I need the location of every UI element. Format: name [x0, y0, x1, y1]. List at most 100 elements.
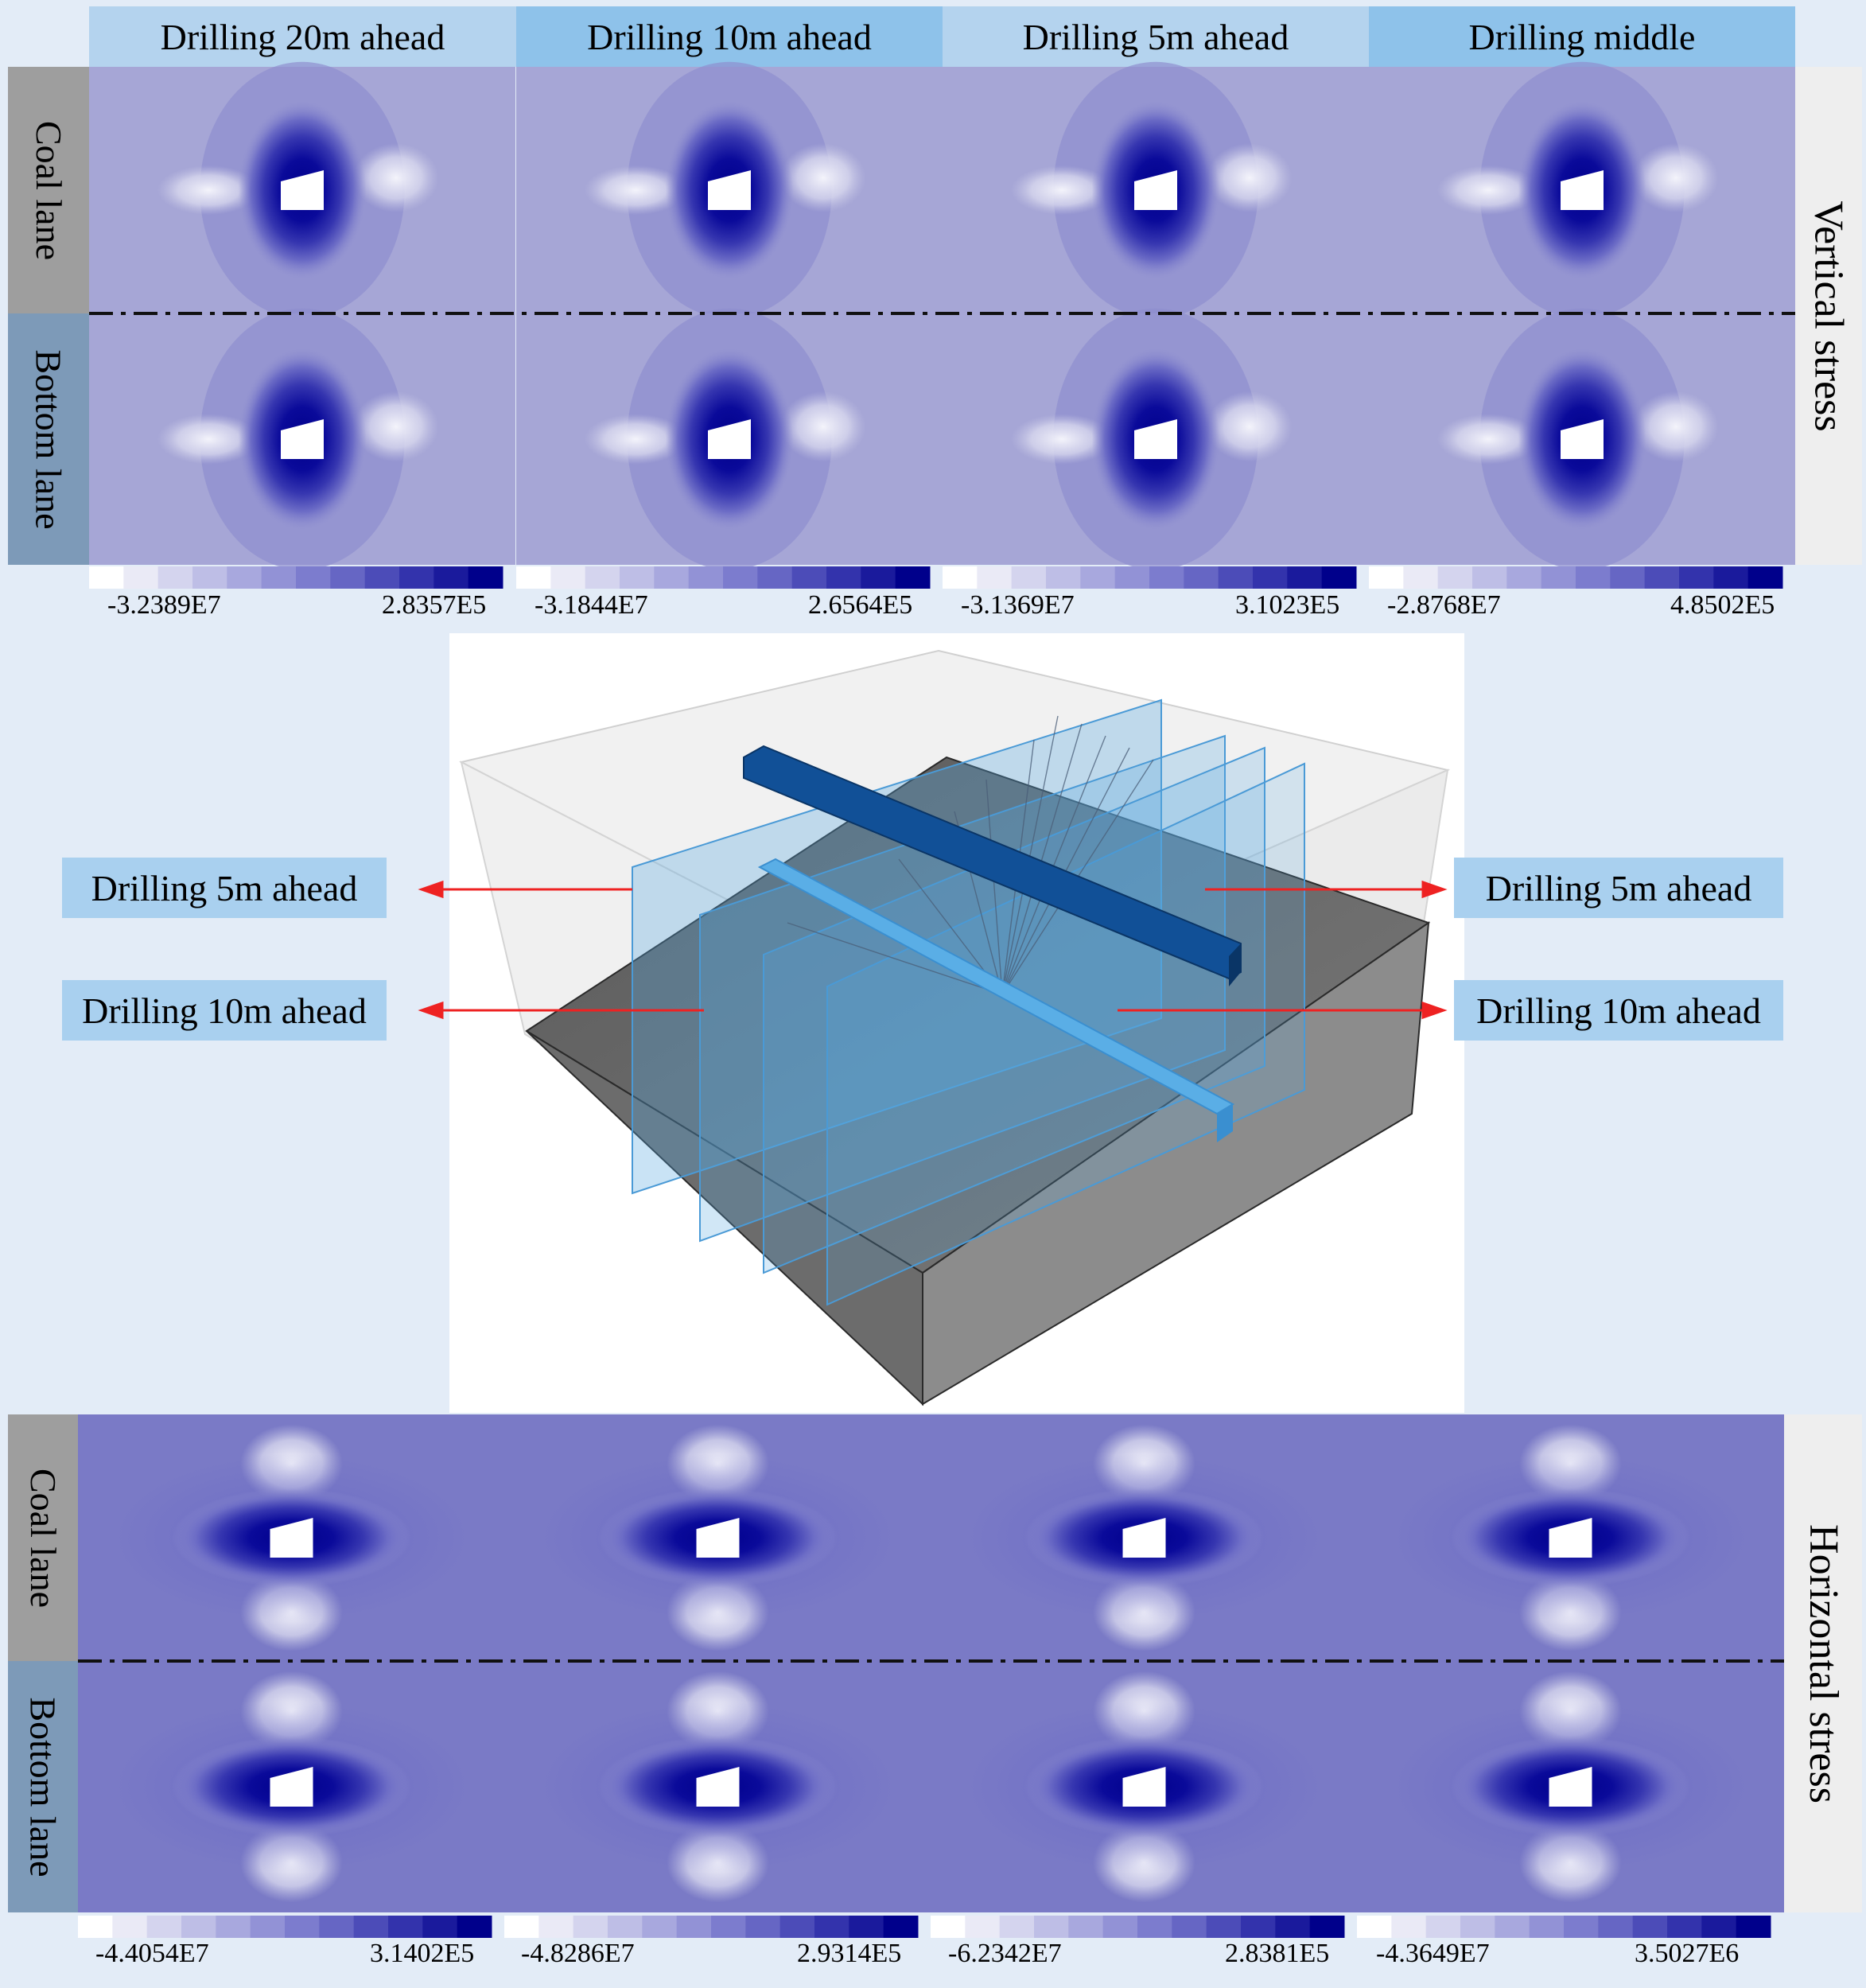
vertical-legend-bar-1-step — [330, 566, 366, 589]
vertical-legend-bar-3-step — [1080, 566, 1116, 589]
vertical-coal-panel-2 — [516, 61, 943, 319]
horizontal-coal-panel-2 — [504, 1414, 931, 1661]
vertical-legend-bar-3 — [943, 566, 1357, 589]
vertical-legend-bar-4-step — [1576, 566, 1611, 589]
vertical-legend-bar-3-step — [1321, 566, 1357, 589]
vertical-legend-max-3: 3.1023E5 — [1235, 590, 1340, 620]
vertical-legend-bar-4-step — [1713, 566, 1749, 589]
horizontal-bottom-panel-2 — [504, 1661, 931, 1912]
horizontal-bottom-panel-3 — [931, 1661, 1358, 1912]
vertical-legend-bar-2-step — [895, 566, 931, 589]
vertical-legend-bar-1 — [89, 566, 503, 589]
horizontal-legend-bar-2-step — [676, 1916, 712, 1938]
vertical-legend-bar-1-step — [192, 566, 227, 589]
vertical-legend-bar-3-step — [1184, 566, 1219, 589]
vertical-bottom-panel-2 — [516, 308, 943, 570]
horizontal-legend-bar-3-step — [965, 1916, 1001, 1938]
vertical-legend-min-3: -3.1369E7 — [961, 590, 1075, 620]
vertical-legends — [89, 566, 1783, 589]
horizontal-coal-panel-1 — [78, 1414, 505, 1661]
horizontal-legend-bar-2-step — [608, 1916, 643, 1938]
vertical-legend-bar-3-step — [1218, 566, 1254, 589]
horizontal-legend-bar-3-step — [1241, 1916, 1276, 1938]
vertical-stress-panels — [89, 61, 1795, 570]
vertical-legend-bar-2-step — [757, 566, 793, 589]
horizontal-legend-bar-2-step — [573, 1916, 608, 1938]
horizontal-legend-bar-2-step — [745, 1916, 781, 1938]
coal-lane-label-bg-vertical — [8, 67, 89, 313]
horizontal-legend-bar-2-step — [883, 1916, 919, 1938]
vertical-legend-bar-3-step — [1149, 566, 1184, 589]
vertical-coal-panel-4 — [1369, 61, 1795, 319]
horizontal-legend-bar-1-step — [285, 1916, 320, 1938]
horizontal-legend-bar-4-step — [1632, 1916, 1668, 1938]
callout-arrows — [418, 880, 1448, 1020]
horizontal-legend-bar-1-step — [146, 1916, 182, 1938]
vertical-legend-bar-1-step — [227, 566, 262, 589]
bottom-lane-label-bg-vertical — [8, 313, 89, 565]
vertical-bottom-panel-1 — [89, 308, 515, 570]
horizontal-legend-max-2: 2.9314E5 — [797, 1939, 902, 1968]
vertical-legend-bar-1-step — [89, 566, 124, 589]
bottom-lane-label-bg-horizontal — [8, 1661, 78, 1912]
coal-lane-label-horizontal: Coal lane — [22, 1468, 64, 1608]
column-header-20m: Drilling 20m ahead — [89, 6, 516, 67]
horizontal-legend-bar-3-step — [1102, 1916, 1138, 1938]
vertical-legend-bar-3-step — [1046, 566, 1081, 589]
horizontal-legend-max-3: 2.8381E5 — [1225, 1939, 1330, 1968]
horizontal-legend-bar-3-step — [1068, 1916, 1104, 1938]
horizontal-legend-bar-4-step — [1495, 1916, 1530, 1938]
vertical-legend-bar-1-step — [468, 566, 503, 589]
vertical-legend-bar-3-step — [1114, 566, 1150, 589]
horizontal-legend-bar-2-step — [538, 1916, 574, 1938]
horizontal-legend-bar-3-step — [1275, 1916, 1311, 1938]
horizontal-legend-min-3: -6.2342E7 — [948, 1939, 1062, 1968]
vertical-legend-bar-3-step — [977, 566, 1013, 589]
vertical-legend-bar-4 — [1369, 566, 1783, 589]
horizontal-legend-bar-4-step — [1425, 1916, 1461, 1938]
vertical-legend-bar-2-step — [826, 566, 861, 589]
vertical-coal-panel-1 — [89, 61, 515, 319]
horizontal-legend-bar-1-step — [422, 1916, 458, 1938]
horizontal-legend-bar-4-step — [1460, 1916, 1495, 1938]
vertical-legend-bar-2-step — [516, 566, 551, 589]
horizontal-legend-bar-3-step — [1034, 1916, 1069, 1938]
vertical-bottom-panel-4 — [1369, 308, 1795, 570]
horizontal-stress-label: Horizontal stress — [1784, 1414, 1862, 1912]
horizontal-legend-bar-4-step — [1357, 1916, 1392, 1938]
column-header-5m: Drilling 5m ahead — [943, 6, 1369, 67]
horizontal-legend-bar-4-step — [1391, 1916, 1427, 1938]
vertical-bottom-panel-3 — [943, 308, 1369, 570]
vertical-legend-bar-4-step — [1369, 566, 1404, 589]
horizontal-legend-bar-3 — [931, 1916, 1345, 1938]
horizontal-legend-bar-3-step — [1172, 1916, 1207, 1938]
vertical-legend-bar-2-step — [550, 566, 586, 589]
vertical-legend-bar-2-step — [620, 566, 655, 589]
horizontal-legend-bar-3-step — [999, 1916, 1035, 1938]
vertical-legend-bar-1-step — [157, 566, 193, 589]
horizontal-legend-bar-4-step — [1736, 1916, 1771, 1938]
vertical-legend-bar-2-step — [654, 566, 690, 589]
vertical-legend-bar-1-step — [123, 566, 159, 589]
horizontal-legend-bar-1-step — [319, 1916, 355, 1938]
vertical-legend-max-1: 2.8357E5 — [382, 590, 487, 620]
horizontal-legend-bar-2-step — [814, 1916, 849, 1938]
vertical-legend-min-1: -3.2389E7 — [107, 590, 221, 620]
vertical-legend-bar-4-step — [1541, 566, 1576, 589]
vertical-legend-bar-3-step — [943, 566, 978, 589]
horizontal-legend-bar-2-step — [642, 1916, 678, 1938]
coal-lane-label-vertical: Coal lane — [28, 120, 69, 260]
horizontal-legend-bar-3-step — [1206, 1916, 1242, 1938]
column-header-middle: Drilling middle — [1369, 6, 1795, 67]
callout-left-5m: Drilling 5m ahead — [62, 858, 387, 918]
callout-right-10m: Drilling 10m ahead — [1454, 980, 1783, 1041]
horizontal-legend-bar-2 — [504, 1916, 919, 1938]
coal-lane-label-bg-horizontal — [8, 1414, 78, 1661]
callout-right-5m: Drilling 5m ahead — [1454, 858, 1783, 918]
horizontal-coal-panel-3 — [931, 1414, 1358, 1661]
vertical-legend-bar-2-step — [861, 566, 896, 589]
horizontal-legend-bar-4-step — [1701, 1916, 1737, 1938]
vertical-legend-min-2: -3.1844E7 — [535, 590, 648, 620]
column-header-10m: Drilling 10m ahead — [516, 6, 943, 67]
vertical-legend-bar-2-step — [723, 566, 758, 589]
